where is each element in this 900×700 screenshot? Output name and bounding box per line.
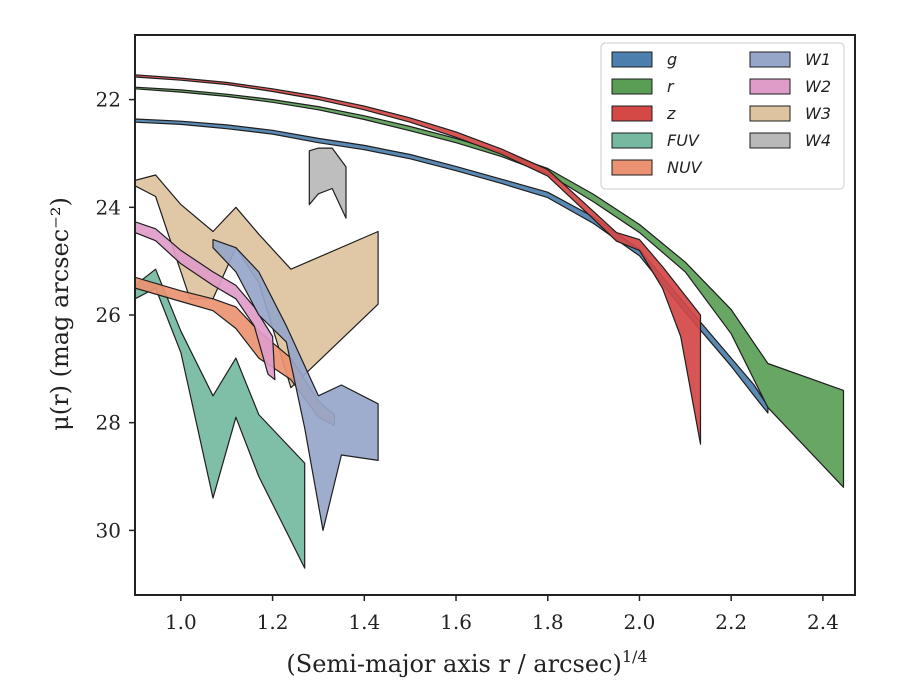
legend-label-nuv: NUV xyxy=(667,158,703,177)
profile-bands xyxy=(135,74,845,569)
x-tick-label: 1.4 xyxy=(348,610,380,634)
legend-label-w4: W4 xyxy=(805,131,831,150)
band-w4 xyxy=(308,147,347,219)
y-tick-label: 24 xyxy=(96,195,121,219)
band-w1 xyxy=(212,239,379,531)
legend-swatch-nuv xyxy=(611,159,653,176)
legend-label-z: z xyxy=(666,104,676,123)
y-tick-label: 22 xyxy=(96,88,121,112)
band-w2 xyxy=(135,221,276,381)
plot-frame xyxy=(134,34,856,596)
legend-label-w3: W3 xyxy=(805,104,831,123)
legend-swatch-w2 xyxy=(749,78,791,95)
x-tick-label: 2.2 xyxy=(715,610,747,634)
legend-swatch-z xyxy=(611,105,653,122)
legend-label-w1: W1 xyxy=(805,50,831,69)
x-tick-label: 1.2 xyxy=(257,610,289,634)
x-axis-label: (Semi-major axis r / arcsec)1/4 xyxy=(286,647,647,678)
band-w3 xyxy=(135,174,379,389)
x-tick-label: 2.4 xyxy=(807,610,839,634)
y-axis-label: μ(r) (mag arcsec⁻²) xyxy=(46,197,74,431)
x-axis-ticks: 1.0 1.2 1.4 1.6 1.8 2.0 2.2 2.4 xyxy=(165,595,839,634)
legend-swatch-fuv xyxy=(611,132,653,149)
x-tick-label: 1.6 xyxy=(440,610,472,634)
legend-swatch-w4 xyxy=(749,132,791,149)
legend-label-r: r xyxy=(667,77,675,96)
legend-swatch-g xyxy=(611,51,653,68)
legend-label-fuv: FUV xyxy=(667,131,700,150)
x-axis-label-superscript: 1/4 xyxy=(622,647,648,666)
legend-swatch-w3 xyxy=(749,105,791,122)
band-fuv xyxy=(135,268,306,569)
y-tick-label: 26 xyxy=(96,303,121,327)
y-axis-ticks: 22 24 26 28 30 xyxy=(96,88,135,542)
band-g xyxy=(135,118,769,414)
x-tick-label: 1.0 xyxy=(165,610,197,634)
legend: grz FUV NUV W1 W2 W3 W4 xyxy=(600,42,845,190)
band-z xyxy=(135,74,702,445)
band-r xyxy=(135,86,845,488)
legend-swatch-r xyxy=(611,78,653,95)
y-tick-label: 30 xyxy=(96,518,121,542)
y-tick-label: 28 xyxy=(96,411,121,435)
legend-swatch-w1 xyxy=(749,51,791,68)
legend-label-w2: W2 xyxy=(805,77,831,96)
x-tick-label: 2.0 xyxy=(624,610,656,634)
x-tick-label: 1.8 xyxy=(532,610,564,634)
legend-label-g: g xyxy=(667,50,677,69)
